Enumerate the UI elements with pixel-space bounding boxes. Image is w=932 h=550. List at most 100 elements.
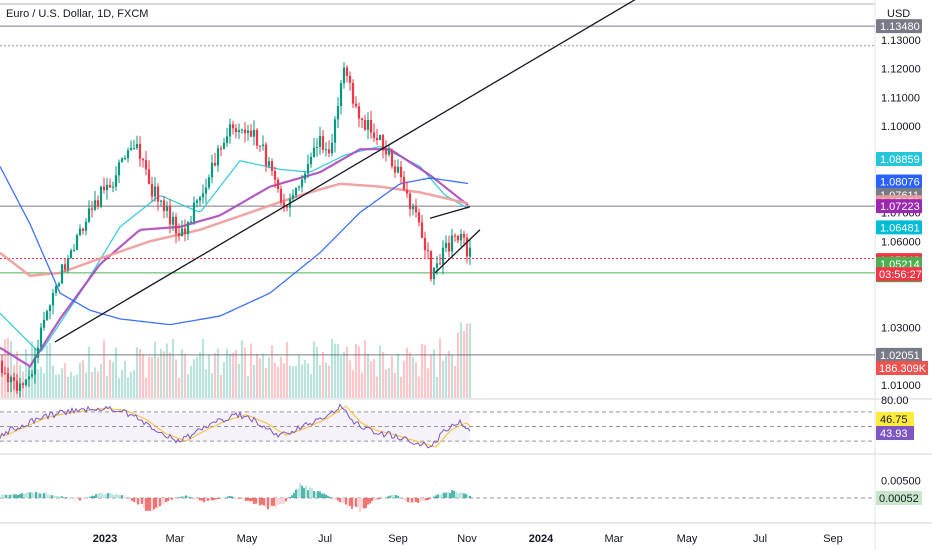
candle-body: [0, 360, 4, 373]
volume-bar: [249, 343, 253, 398]
macd-histogram-bar: [175, 498, 177, 499]
candle-body: [138, 143, 142, 159]
volume-bar: [36, 369, 40, 398]
macd-histogram-bar: [91, 495, 93, 498]
price-axis: 1.130001.120001.110001.100001.070001.060…: [876, 19, 928, 392]
volume-bar: [123, 360, 127, 398]
rsi-value-tag: [876, 412, 914, 426]
volume-bar: [75, 374, 79, 398]
candle-body: [159, 200, 163, 202]
candle-body: [126, 150, 130, 159]
macd-histogram-bar: [277, 498, 279, 505]
candle-body: [180, 228, 184, 237]
macd-histogram-bar: [413, 498, 415, 504]
macd-histogram-bar: [241, 498, 243, 500]
macd-histogram-bar: [443, 492, 445, 498]
macd-histogram-bar: [33, 493, 35, 498]
macd-histogram-bar: [451, 490, 453, 498]
volume-bar: [297, 355, 301, 398]
candle-body: [72, 249, 76, 251]
candle-body: [147, 169, 151, 185]
macd-histogram-bar: [49, 494, 51, 498]
macd-histogram-bar: [185, 495, 187, 498]
macd-histogram-bar: [189, 496, 191, 498]
candle-body: [210, 162, 214, 178]
macd-histogram-bar: [233, 497, 235, 498]
candle-body: [399, 166, 403, 177]
candle-body: [51, 292, 55, 306]
volume-bar: [162, 351, 166, 398]
macd-histogram-bar: [243, 498, 245, 500]
macd-histogram-bar: [267, 498, 269, 510]
volume-bar: [159, 348, 163, 398]
macd-histogram-bar: [61, 496, 63, 498]
volume-bar: [225, 348, 229, 398]
volume-value-tag: [876, 361, 928, 375]
macd-histogram-bar: [283, 498, 285, 504]
volume-bar: [207, 354, 211, 398]
macd-histogram-bar: [313, 490, 315, 498]
macd-histogram-bar: [435, 495, 437, 498]
macd-histogram-bar: [15, 494, 17, 498]
candle-body: [468, 247, 472, 257]
macd-histogram-bar: [137, 498, 139, 505]
macd-histogram-bar: [255, 498, 257, 504]
macd-histogram-bar: [17, 494, 19, 498]
volume-bar: [264, 367, 268, 398]
volume-bar: [150, 357, 154, 398]
moving-average-line: [0, 148, 469, 368]
volume-bar: [135, 347, 139, 398]
macd-histogram-bar: [365, 498, 367, 509]
trendline: [54, 0, 636, 343]
countdown-text: 03:56:27: [879, 269, 922, 281]
candle-body: [441, 247, 445, 265]
volume-bar: [456, 332, 460, 398]
macd-histogram-bar: [123, 496, 125, 498]
macd-histogram-bar: [349, 498, 351, 506]
macd-histogram-bar: [239, 498, 241, 499]
macd-histogram-bar: [107, 493, 109, 498]
macd-histogram-bar: [453, 490, 455, 498]
candle-body: [252, 129, 256, 137]
macd-histogram-bar: [51, 495, 53, 498]
macd-histogram-bar: [127, 498, 129, 499]
rsi-pane: 80.00 46.75 43.93: [0, 395, 914, 449]
macd-histogram-bar: [163, 498, 165, 504]
candle-body: [261, 144, 265, 146]
time-tick-label: 2024: [529, 533, 554, 545]
candle-body: [198, 197, 202, 201]
volume-bar: [315, 346, 319, 398]
macd-histogram-bar: [201, 498, 203, 501]
macd-histogram-bar: [47, 494, 49, 498]
macd-histogram-bar: [103, 494, 105, 498]
macd-histogram-bar: [197, 498, 199, 501]
volume-bar: [228, 353, 232, 398]
macd-histogram-bar: [343, 498, 345, 504]
candle-body: [291, 195, 295, 199]
candle-body: [273, 170, 277, 180]
volume-bar: [333, 343, 337, 398]
macd-tick-label: 0.00500: [881, 476, 921, 488]
volume-bar: [423, 345, 427, 398]
candle-body: [165, 206, 169, 211]
volume-bar: [375, 376, 379, 398]
volume-bar: [222, 362, 226, 398]
volume-bar: [114, 347, 118, 398]
candle-body: [87, 208, 91, 222]
macd-histogram-bar: [305, 485, 307, 498]
chart-title: Euro / U.S. Dollar, 1D, FXCM: [6, 8, 148, 20]
candle-body: [417, 212, 421, 223]
macd-histogram-bar: [55, 495, 57, 498]
macd-histogram-bar: [303, 487, 305, 498]
volume-bar: [342, 351, 346, 398]
macd-histogram-bar: [389, 495, 391, 498]
macd-histogram-bar: [245, 498, 247, 501]
candle-body: [414, 206, 418, 213]
candle-body: [411, 206, 415, 210]
macd-histogram-bar: [193, 498, 195, 499]
volume-bar: [453, 365, 457, 398]
macd-histogram-bar: [83, 498, 85, 499]
candle-body: [141, 158, 145, 161]
macd-histogram-bar: [195, 498, 197, 500]
